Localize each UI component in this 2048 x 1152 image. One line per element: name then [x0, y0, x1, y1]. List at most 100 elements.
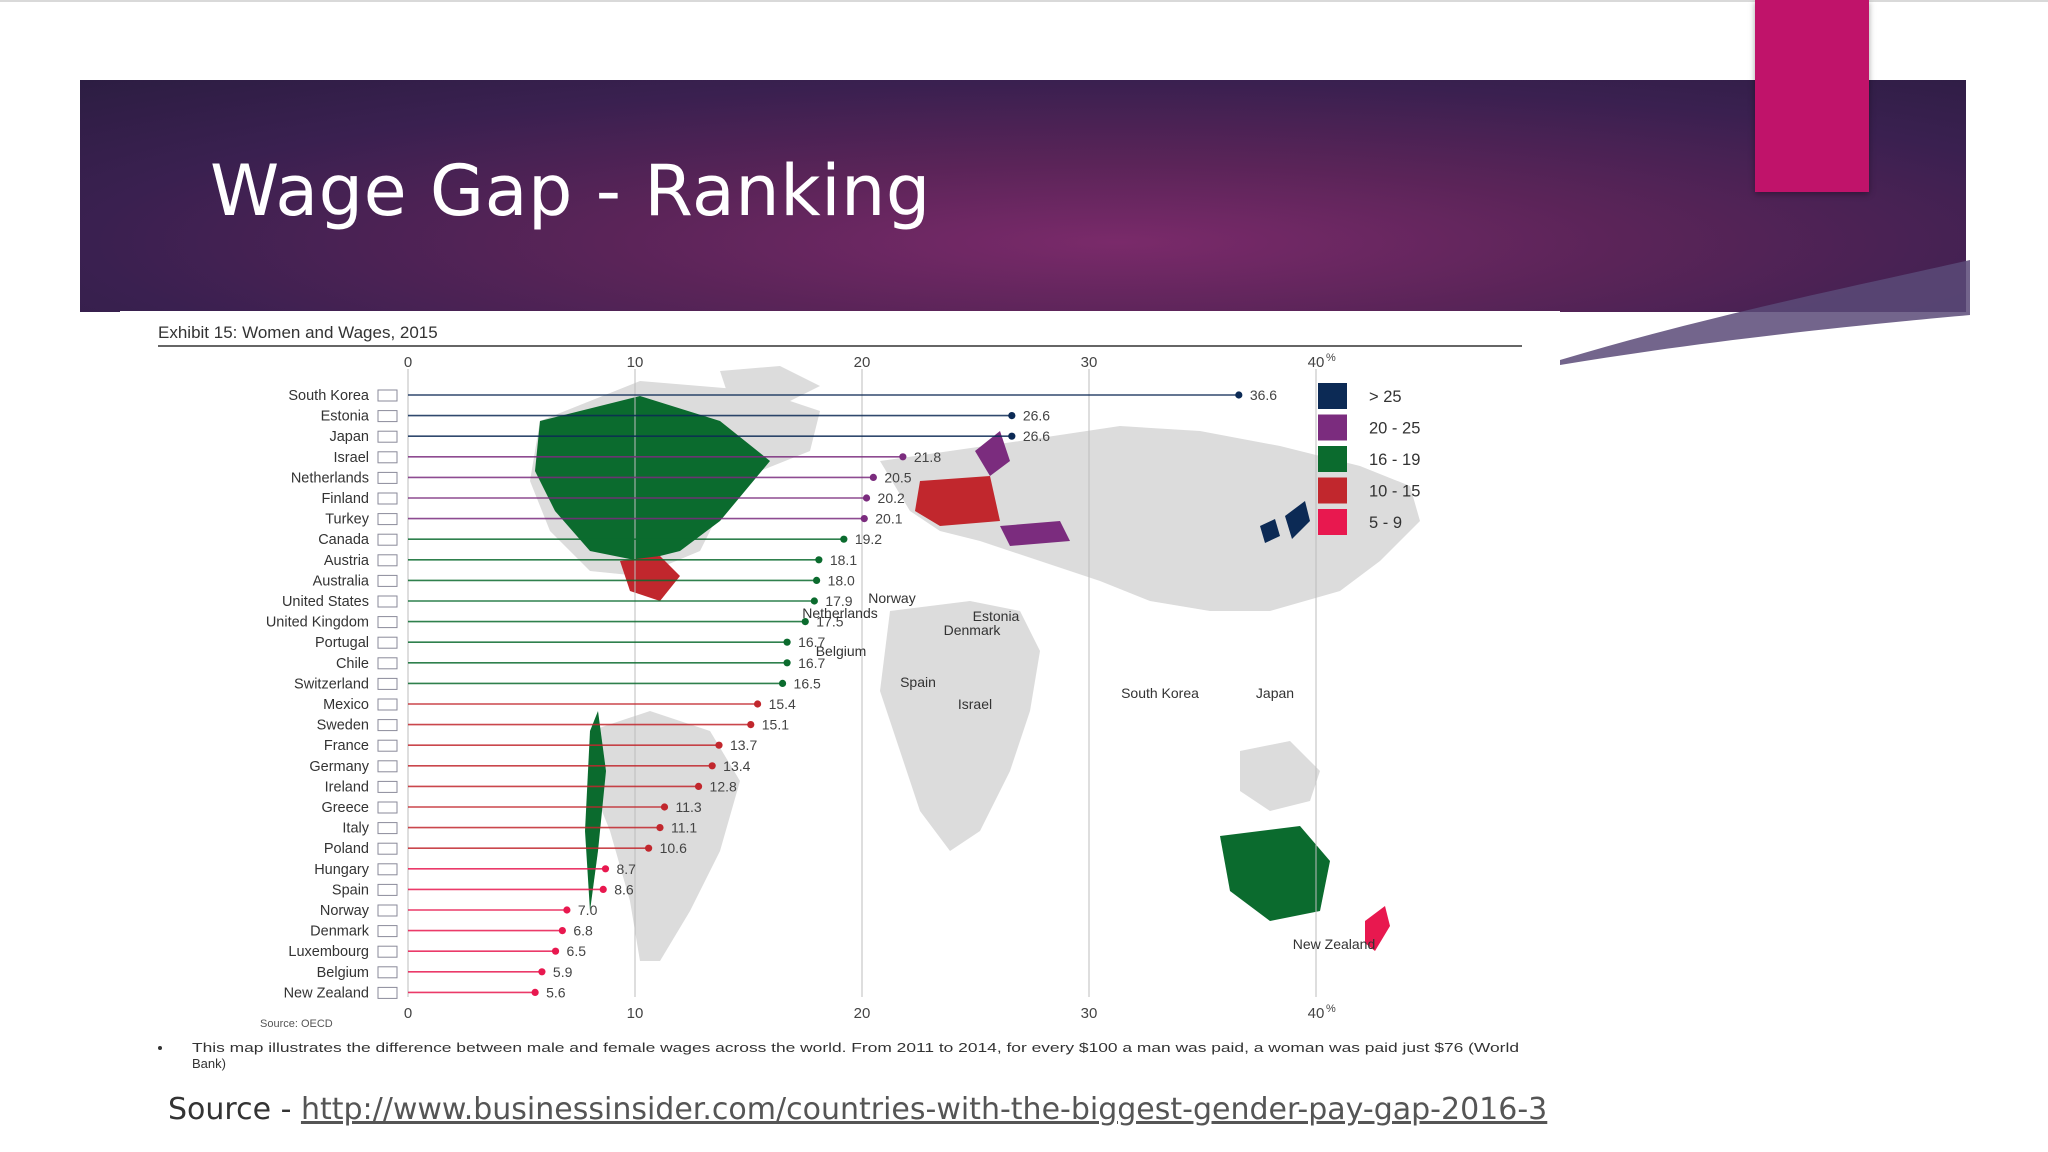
eurasia-land — [880, 426, 1420, 611]
bar-dot — [531, 988, 539, 997]
value-label: 11.3 — [676, 799, 702, 815]
value-label: 13.4 — [723, 758, 750, 774]
legend-label: > 25 — [1369, 388, 1402, 406]
value-label: 18.0 — [828, 572, 855, 588]
source-prefix: Source - — [168, 1092, 301, 1127]
legend-swatch — [1318, 383, 1347, 409]
bar-dot — [1008, 432, 1016, 440]
bar-dot — [860, 515, 868, 523]
category-label: Hungary — [314, 862, 370, 878]
flag-icon — [377, 533, 398, 546]
africa-land — [880, 601, 1040, 851]
flag-icon — [377, 986, 398, 999]
category-label: Australia — [313, 573, 370, 589]
category-label: Portugal — [315, 635, 369, 651]
value-label: 18.1 — [830, 552, 857, 568]
bar-dot — [551, 947, 560, 955]
value-label: 10.6 — [660, 840, 687, 856]
flag-icon — [377, 574, 398, 587]
bar-dot — [599, 885, 607, 894]
value-label: 20.2 — [878, 490, 905, 506]
footnote-line-2: Bank) — [192, 1056, 226, 1071]
chile-highlight — [585, 711, 606, 911]
map-region-label: Denmark — [944, 622, 1002, 638]
x-tick-label-bottom: 0 — [404, 1005, 412, 1022]
bar-dot — [862, 494, 871, 502]
value-label: 7.0 — [578, 902, 598, 918]
category-label: Netherlands — [291, 470, 369, 486]
category-label: Canada — [318, 532, 370, 548]
value-label: 15.1 — [762, 717, 789, 733]
flag-icon — [377, 883, 398, 896]
flag-icon — [377, 966, 398, 979]
flag-icon — [377, 430, 398, 443]
value-label: 26.6 — [1023, 428, 1050, 444]
bar-dot — [747, 721, 755, 729]
south-america-land — [590, 711, 740, 961]
bar-dot — [708, 762, 716, 770]
x-tick-label-bottom: 10 — [627, 1005, 644, 1022]
category-label: Turkey — [325, 512, 370, 528]
flag-icon — [377, 801, 398, 814]
bar-dot — [558, 927, 566, 935]
banner-swoosh — [1560, 260, 1970, 365]
new-zealand-highlight — [1365, 906, 1390, 951]
legend-label: 10 - 15 — [1369, 483, 1420, 501]
value-label: 16.5 — [794, 675, 821, 691]
flag-icon — [377, 410, 398, 423]
value-label: 26.6 — [1023, 408, 1050, 424]
legend-swatch — [1318, 414, 1347, 441]
category-label: Norway — [320, 903, 370, 919]
flag-icon — [377, 863, 398, 876]
bar-dot — [1235, 391, 1243, 399]
bar-dot — [783, 659, 791, 667]
footnote-bullet — [158, 1046, 162, 1050]
turkey-highlight — [1000, 521, 1070, 546]
source-line: Source - http://www.businessinsider.com/… — [168, 1092, 1547, 1127]
bar-dot — [869, 473, 877, 481]
bar-dot — [660, 803, 669, 811]
value-label: 12.8 — [710, 778, 737, 794]
category-label: Luxembourg — [288, 944, 369, 960]
category-label: South Korea — [288, 388, 370, 404]
source-link[interactable]: http://www.businessinsider.com/countries… — [300, 1092, 1548, 1127]
flag-icon — [377, 492, 398, 505]
value-label: 21.8 — [914, 449, 941, 465]
value-label: 5.9 — [553, 964, 573, 980]
bar-dot — [1008, 412, 1016, 420]
australia-highlight — [1220, 826, 1330, 921]
bar-dot — [899, 453, 907, 461]
x-unit-bottom: % — [1326, 1003, 1336, 1015]
slide-title: Wage Gap - Ranking — [210, 150, 931, 232]
map-region-label: Norway — [868, 590, 915, 606]
map-region-label: Japan — [1256, 685, 1294, 701]
category-label: Chile — [336, 656, 369, 672]
legend-swatch — [1318, 477, 1347, 504]
flag-icon — [377, 925, 398, 938]
bar-dot — [645, 844, 653, 852]
bar-dot — [563, 906, 571, 914]
value-label: 20.1 — [875, 511, 902, 527]
bar-dot — [840, 535, 848, 543]
value-label: 6.8 — [573, 923, 593, 939]
category-label: Greece — [321, 800, 369, 816]
x-tick-label-bottom: 40 — [1308, 1005, 1325, 1022]
x-tick-label-top: 10 — [627, 354, 644, 371]
flag-icon — [377, 677, 398, 690]
bar-dot — [778, 679, 787, 687]
category-label: Estonia — [321, 409, 370, 425]
flag-icon — [377, 636, 398, 649]
category-label: France — [324, 738, 369, 754]
value-label: 16.7 — [798, 634, 825, 650]
category-label: Austria — [324, 553, 370, 569]
category-label: Mexico — [323, 697, 369, 713]
category-label: Ireland — [325, 779, 369, 795]
value-label: 20.5 — [884, 469, 911, 485]
category-label: Switzerland — [294, 676, 369, 692]
flag-icon — [377, 760, 398, 773]
map-region-label: New Zealand — [1293, 936, 1376, 952]
flag-icon — [377, 554, 398, 567]
top-rule — [0, 0, 2048, 2]
category-label: Spain — [332, 882, 369, 898]
value-label: 11.1 — [671, 820, 697, 836]
